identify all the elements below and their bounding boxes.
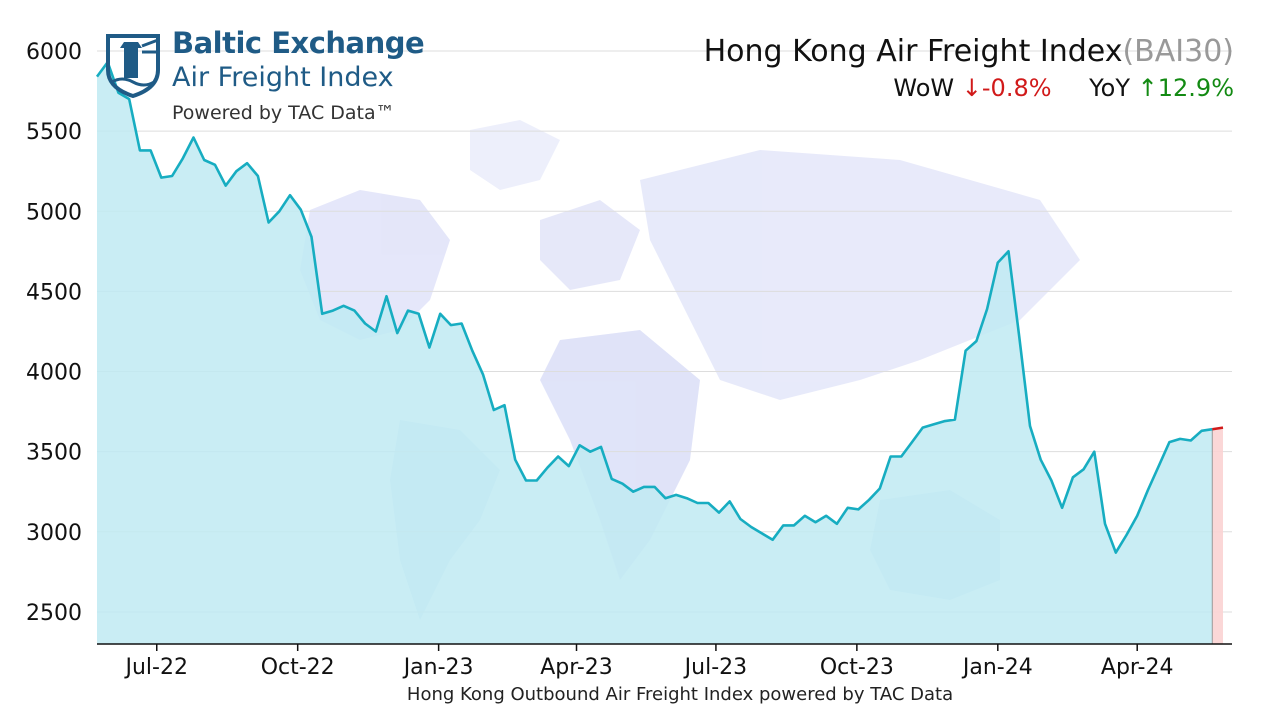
series-area — [97, 62, 1213, 644]
y-tick-label: 4000 — [26, 361, 82, 386]
x-tick-label: Jul-22 — [124, 655, 188, 680]
x-tick-label: Jan-24 — [961, 655, 1033, 680]
logo-title: Baltic Exchange — [172, 26, 425, 60]
y-tick-label: 6000 — [26, 40, 82, 65]
x-tick-label: Apr-24 — [1101, 655, 1174, 680]
chart-title-text: Hong Kong Air Freight Index — [703, 34, 1123, 69]
up-arrow-icon: ↑ — [1137, 74, 1158, 102]
y-tick-label: 3000 — [26, 521, 82, 546]
series-line — [95, 60, 1213, 554]
lighthouse-logo-icon — [106, 34, 160, 98]
yoy-stat: YoY ↑12.9% — [1089, 74, 1234, 102]
change-stats: WoW ↓-0.8% YoY ↑12.9% — [863, 74, 1234, 102]
wow-stat: WoW ↓-0.8% — [893, 74, 1051, 102]
y-tick-label: 2500 — [26, 601, 82, 626]
y-tick-label: 4500 — [26, 280, 82, 305]
x-tick-label: Oct-22 — [261, 655, 335, 680]
yoy-value: 12.9% — [1157, 74, 1234, 102]
x-tick-label: Jan-23 — [402, 655, 474, 680]
last-week-line — [1212, 426, 1224, 431]
y-tick-label: 5000 — [26, 200, 82, 225]
chart-title: Hong Kong Air Freight Index(BAI30) — [704, 34, 1234, 69]
source-caption: Hong Kong Outbound Air Freight Index pow… — [406, 684, 954, 705]
logo: Baltic Exchange Air Freight Index Powere… — [100, 26, 430, 136]
axes: 2500 3000 3500 4000 4500 5000 5500 6000 Jul-22 Oc… — [26, 40, 1232, 680]
logo-subtitle: Air Freight Index — [172, 62, 394, 93]
x-tick-label: Oct-23 — [820, 655, 894, 680]
x-tick-label: Jul-23 — [683, 655, 747, 680]
series — [95, 60, 1224, 644]
x-tick-label: Apr-23 — [540, 655, 613, 680]
chart-title-code: (BAI30) — [1122, 34, 1234, 69]
last-week-area — [1212, 427, 1223, 644]
wow-label: WoW — [893, 74, 955, 102]
yoy-label: YoY — [1089, 74, 1130, 102]
down-arrow-icon: ↓ — [961, 74, 982, 102]
wow-value: -0.8% — [981, 74, 1052, 102]
y-tick-label: 3500 — [26, 441, 82, 466]
logo-powered-by: Powered by TAC Data™ — [172, 102, 395, 124]
y-tick-label: 5500 — [26, 120, 82, 145]
